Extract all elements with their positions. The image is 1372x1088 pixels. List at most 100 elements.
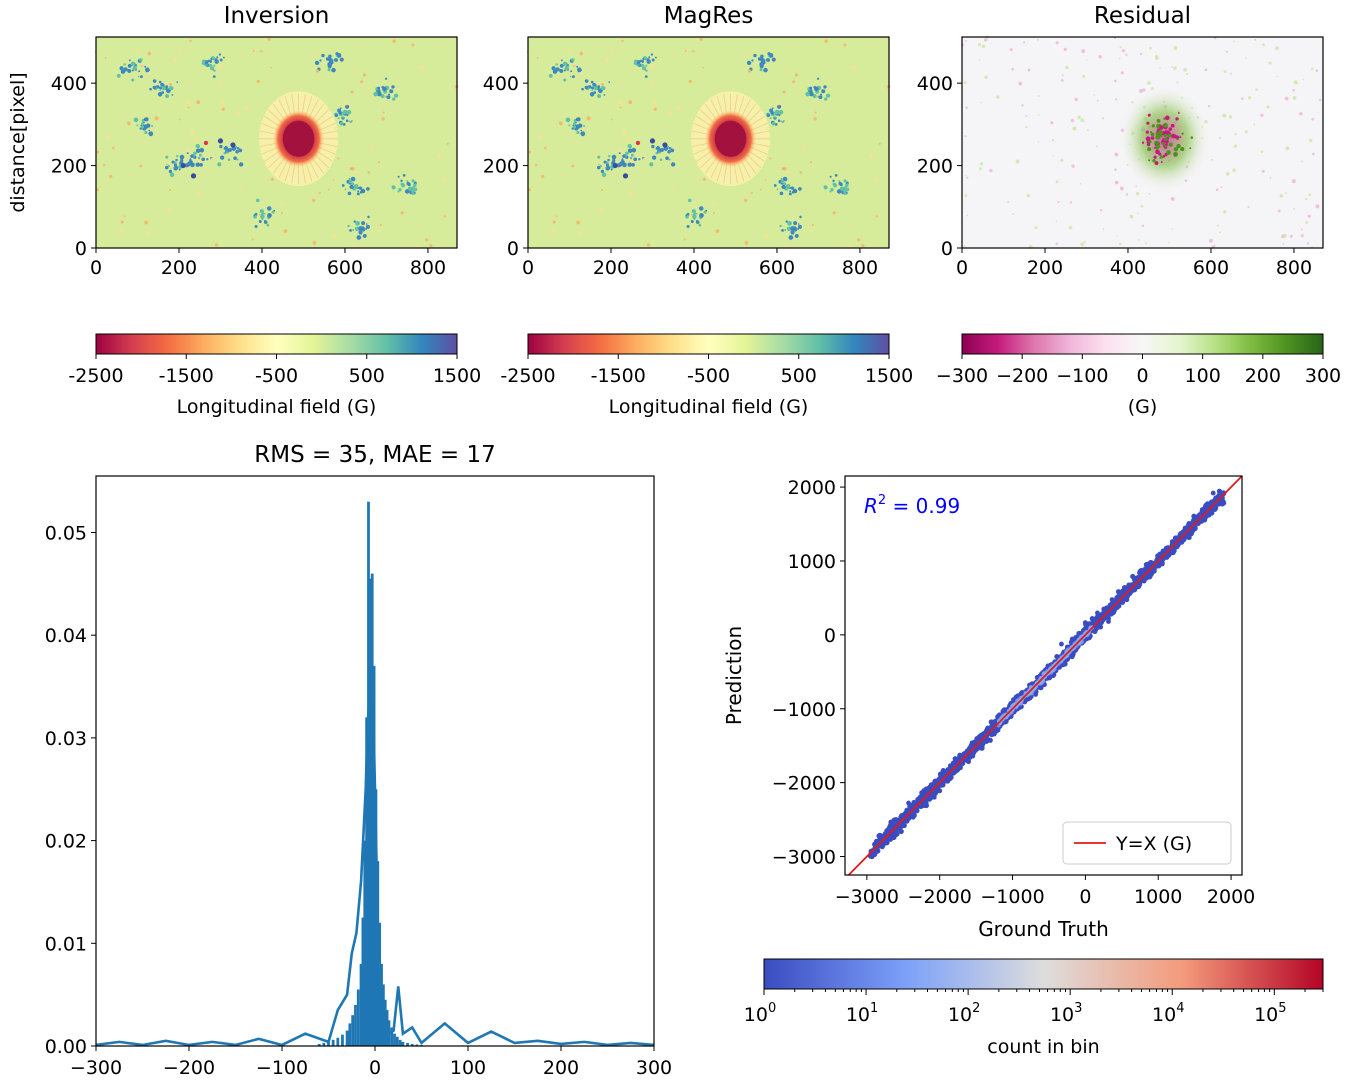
residual-speckle (1099, 209, 1103, 212)
histogram-bar (356, 989, 360, 1046)
scatter-point (890, 821, 896, 827)
network-patch (783, 119, 785, 122)
network-patch (779, 224, 782, 228)
residual-speckle (1083, 240, 1086, 243)
network-patch (144, 65, 147, 68)
network-patch (655, 152, 658, 155)
network-patch (583, 124, 586, 128)
x-tick-label: −100 (256, 1057, 308, 1079)
network-patch (139, 58, 143, 62)
network-patch (337, 108, 342, 113)
scatter-outlier (906, 800, 911, 806)
network-patch (361, 221, 366, 226)
network-patch (599, 164, 603, 168)
plage-speckle (443, 215, 446, 218)
network-patch (577, 125, 581, 129)
residual-speckle (1289, 234, 1293, 238)
residual-speckle (1149, 46, 1152, 50)
network-patch (342, 109, 348, 115)
network-patch (650, 53, 654, 56)
plage-speckle (621, 84, 623, 87)
network-patch (214, 59, 219, 64)
network-patch (642, 57, 645, 61)
network-patch (175, 158, 178, 162)
plage-speckle (860, 118, 863, 121)
plage-speckle (669, 111, 673, 115)
plage-speckle (332, 234, 337, 239)
plage-speckle (712, 202, 717, 206)
plage-speckle (652, 100, 657, 105)
scatter-y-label: Prediction (722, 626, 746, 725)
histogram-bar (367, 501, 370, 1047)
plage-speckle (551, 228, 556, 232)
y-tick-label: 0.01 (45, 933, 87, 955)
scatter-x-label: Ground Truth (978, 917, 1109, 941)
residual-speckle (1255, 88, 1258, 91)
network-patch (651, 155, 657, 160)
plage-speckle (245, 107, 249, 111)
residual-speckle (963, 245, 966, 247)
network-patch (780, 180, 784, 184)
plage-speckle (186, 100, 191, 105)
network-patch (186, 152, 189, 155)
plage-speckle (141, 65, 144, 68)
residual-speckle (964, 194, 968, 198)
plage-speckle (552, 220, 556, 224)
plage-speckle (400, 211, 404, 215)
network-patch (841, 191, 844, 194)
network-patch (193, 151, 197, 155)
network-patch (655, 147, 659, 150)
plage-speckle (621, 39, 624, 42)
residual-strong (1176, 143, 1181, 149)
y-tick-label: 400 (917, 73, 953, 95)
pore (662, 142, 668, 148)
map-axes-frame (527, 36, 890, 249)
residual-strong (1159, 156, 1162, 159)
plage-speckle (799, 87, 802, 91)
plage-speckle (668, 111, 671, 114)
network-patch (777, 104, 782, 109)
residual-speckle (981, 44, 986, 49)
network-patch (580, 131, 586, 137)
x-tick-label: 0 (1079, 886, 1091, 908)
network-patch (352, 229, 355, 232)
plage-speckle (598, 163, 601, 166)
scatter-outlier (874, 839, 880, 845)
plage-speckle (419, 65, 424, 69)
residual-speckle (1222, 113, 1227, 118)
network-patch (778, 114, 781, 117)
plage-speckle (236, 111, 239, 114)
network-patch (548, 73, 553, 78)
network-patch (621, 158, 624, 161)
colorbar-tick-exponent: 1 (870, 1001, 878, 1016)
r-squared-annotation: R2 = 0.99 (864, 493, 960, 518)
plage-speckle (748, 52, 751, 56)
distribution-line (95, 665, 655, 1047)
plage-speckle (187, 106, 190, 109)
residual-speckle (1306, 242, 1310, 245)
plage-speckle (332, 179, 335, 182)
scatter-point (1109, 600, 1116, 606)
plage-speckle (106, 134, 111, 139)
x-tick-label: −1000 (980, 886, 1044, 908)
network-patch (608, 155, 611, 158)
x-tick-label: −3000 (835, 886, 899, 908)
plage-speckle (813, 117, 817, 121)
network-patch (362, 233, 367, 238)
plage-speckle (750, 191, 754, 195)
residual-speckle (1247, 96, 1252, 100)
x-tick-label: −2000 (908, 886, 972, 908)
scatter-outlier (1095, 610, 1100, 616)
network-patch (266, 206, 272, 211)
residual-strong (1164, 137, 1168, 141)
colorbar-tick-label: 102 (948, 1001, 980, 1026)
colorbar-tick-label: 500 (349, 365, 385, 387)
plage-speckle (712, 212, 715, 215)
network-patch (173, 163, 178, 167)
plage-speckle (442, 179, 446, 183)
residual-strong (1150, 136, 1155, 140)
plage-speckle (832, 211, 836, 215)
residual-strong (1170, 123, 1175, 128)
network-patch (351, 185, 354, 188)
plage-speckle (377, 161, 381, 164)
